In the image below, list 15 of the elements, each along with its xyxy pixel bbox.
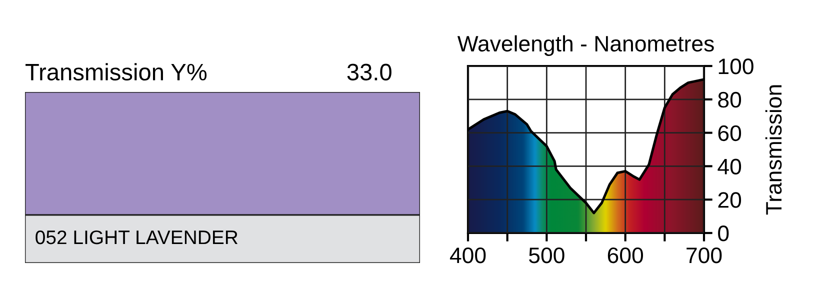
x-axis-title: Wavelength - Nanometres — [457, 35, 714, 56]
text: 052 LIGHT LAVENDER — [36, 230, 238, 244]
y-tick-label: 0 — [718, 226, 729, 242]
text: 33.0 — [347, 64, 392, 80]
y-tick-label: 80 — [718, 92, 742, 108]
y-tick-label: 40 — [718, 158, 742, 174]
text: Transmission Y% — [26, 63, 207, 80]
y-tick-label: 100 — [718, 58, 754, 74]
x-tick-label: 600 — [608, 247, 644, 264]
x-tick-label: 400 — [450, 247, 486, 264]
y-axis-title: Transmission — [765, 85, 782, 215]
y-tick-label: 60 — [718, 125, 742, 142]
x-tick-label: 500 — [529, 247, 564, 264]
y-tick-label: 20 — [718, 192, 742, 208]
x-tick-label: 700 — [686, 247, 722, 264]
